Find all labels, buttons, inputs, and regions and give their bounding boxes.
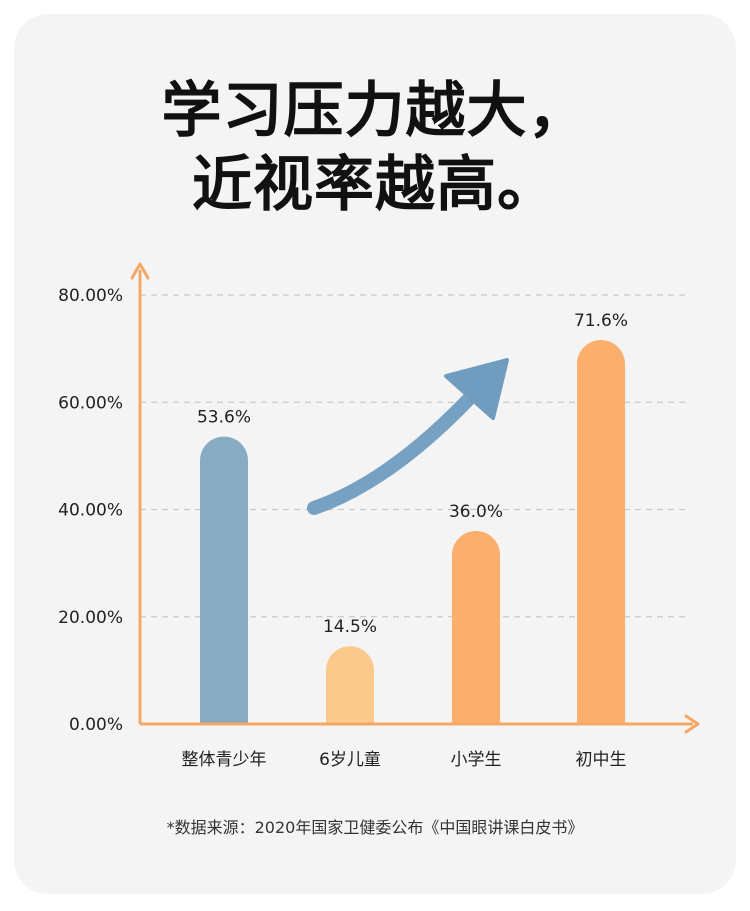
y-tick-label: 0.00% <box>69 715 123 735</box>
data-label: 14.5% <box>323 617 377 637</box>
data-label: 53.6% <box>197 408 251 428</box>
headline-line-1: 学习压力越大， <box>161 76 589 146</box>
y-axis-arrowhead <box>130 262 150 280</box>
y-tick-label: 40.00% <box>58 501 123 521</box>
y-tick-label: 80.00% <box>58 286 123 306</box>
x-tick-label: 6岁儿童 <box>319 750 381 770</box>
source-note: *数据来源：2020年国家卫健委公布《中国眼讲课白皮书》 <box>166 818 584 837</box>
bar <box>200 436 248 724</box>
x-tick-label: 整体青少年 <box>182 750 267 770</box>
bar <box>577 340 625 724</box>
trend-arrow-head <box>444 358 509 420</box>
x-axis-arrowhead <box>684 714 700 734</box>
y-tick-label: 60.00% <box>58 393 123 413</box>
x-tick-label: 初中生 <box>576 750 627 770</box>
y-tick-label: 20.00% <box>58 608 123 628</box>
data-label: 36.0% <box>449 502 503 522</box>
data-label: 71.6% <box>574 311 628 331</box>
bar <box>326 646 374 724</box>
headline-line-2: 近视率越高。 <box>192 150 558 220</box>
x-tick-label: 小学生 <box>451 750 502 770</box>
trend-arrow <box>307 378 489 515</box>
bar <box>452 530 500 724</box>
